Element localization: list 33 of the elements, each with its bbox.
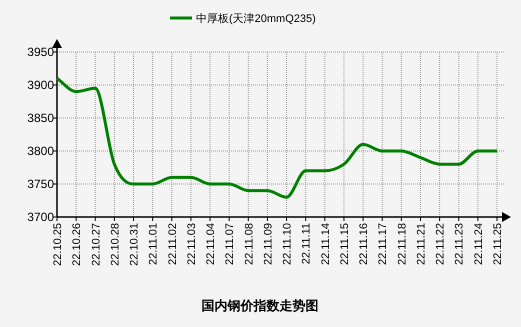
x-tick-label: 22.11.07 <box>224 223 236 266</box>
y-tick-label: 3700 <box>27 210 54 224</box>
x-tick-label: 22.10.31 <box>128 223 141 266</box>
x-tick-label: 22.10.28 <box>109 223 122 266</box>
x-tick-label: 22.11.15 <box>338 223 351 266</box>
y-tick-label: 3950 <box>27 45 54 59</box>
y-tick-label: 3850 <box>27 111 54 125</box>
x-tick-label: 22.11.16 <box>358 223 370 266</box>
x-tick-label: 22.11.25 <box>492 223 504 266</box>
x-tick-label: 22.11.11 <box>300 223 313 264</box>
x-tick-label: 22.11.04 <box>205 223 218 266</box>
x-tick-label: 22.10.26 <box>71 223 84 266</box>
x-tick-label: 22.11.18 <box>396 223 408 266</box>
y-tick-label: 3900 <box>27 78 54 92</box>
x-tick-label: 22.10.27 <box>90 223 102 266</box>
y-tick-label: 3750 <box>27 177 54 191</box>
line-series <box>56 76 498 199</box>
x-tick-label: 22.11.23 <box>454 223 466 266</box>
text: 国内钢价指数走势图 <box>202 298 318 313</box>
x-tick-label: 22.11.02 <box>166 223 179 266</box>
x-tick-label: 22.11.17 <box>377 223 390 266</box>
x-tick-label: 22.11.14 <box>320 223 332 266</box>
x-tick-label: 22.10.25 <box>52 223 64 266</box>
x-tick-label: 22.11.03 <box>186 223 198 266</box>
x-tick-label: 22.11.22 <box>434 223 447 266</box>
x-tick-label: 22.11.10 <box>282 223 294 266</box>
legend-label: 中厚板(天津20mmQ235) <box>196 12 316 25</box>
x-tick-label: 22.11.21 <box>415 223 428 266</box>
x-tick-label: 22.11.08 <box>243 223 256 266</box>
y-tick-label: 3800 <box>27 144 54 158</box>
x-tick-label: 22.11.09 <box>262 223 274 266</box>
x-tick-label: 22.11.01 <box>148 223 160 266</box>
x-tick-label: 22.11.24 <box>472 223 485 266</box>
